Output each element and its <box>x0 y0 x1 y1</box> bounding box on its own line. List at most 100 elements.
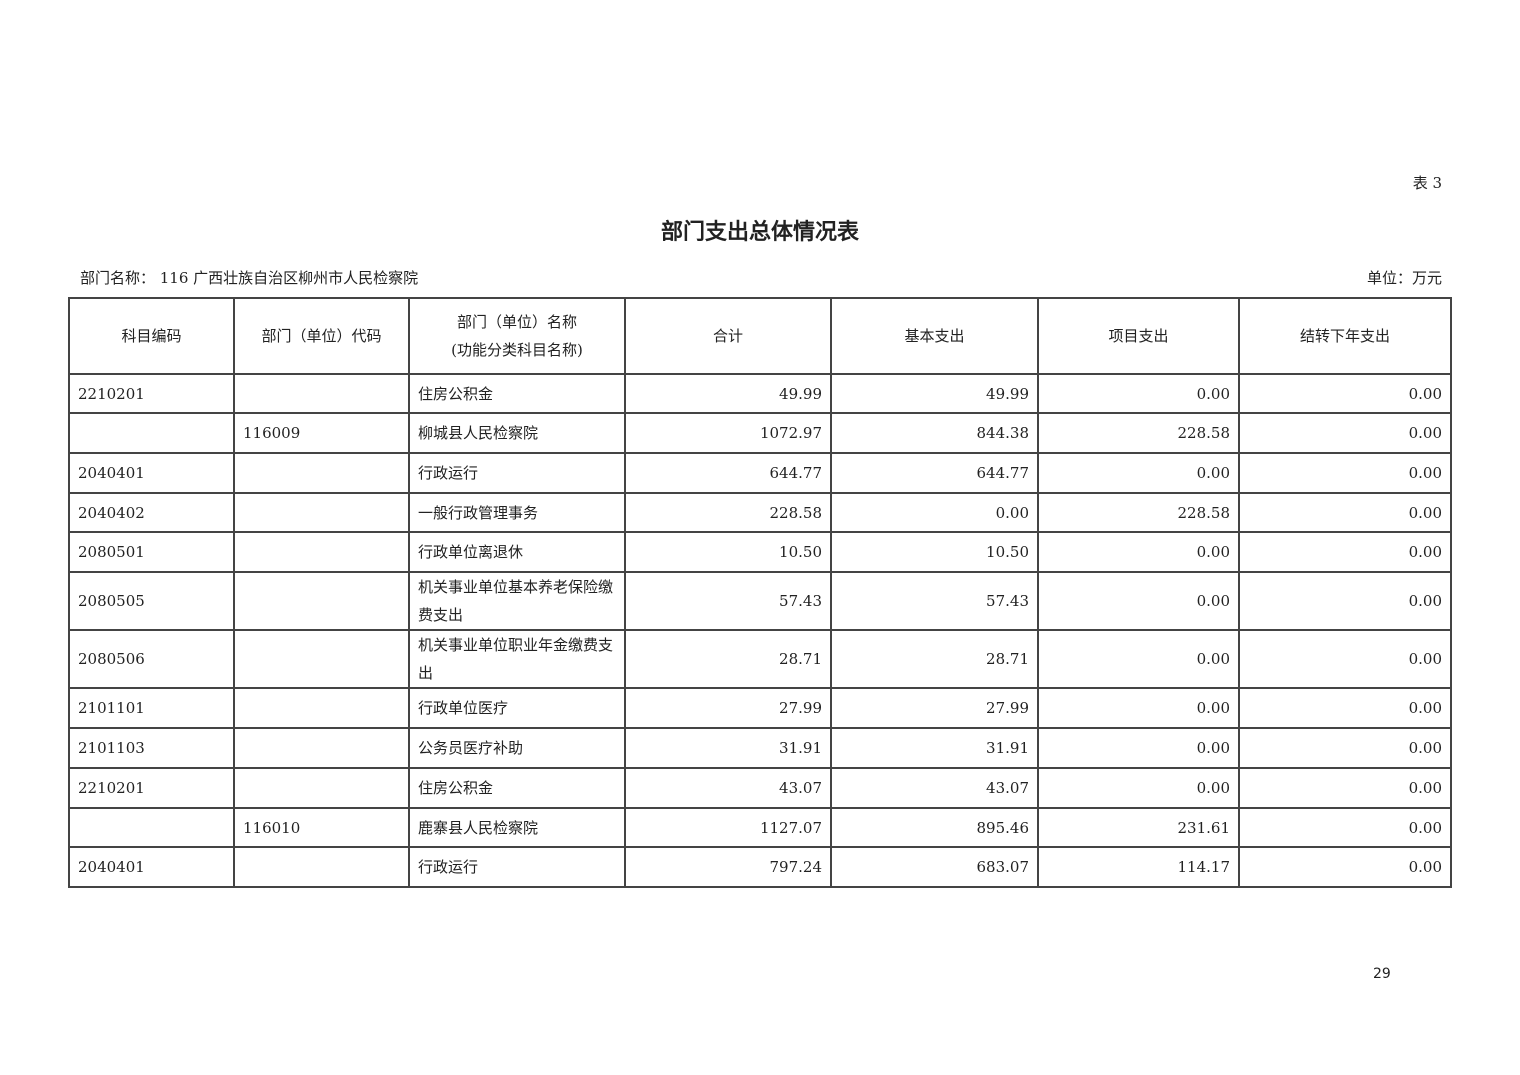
cell-total: 27.99 <box>624 687 832 729</box>
cell-code: 2040401 <box>68 846 235 888</box>
cell-carry: 0.00 <box>1238 846 1452 888</box>
cell-basic: 57.43 <box>830 571 1039 631</box>
cell-name: 公务员医疗补助 <box>408 727 626 769</box>
table-row: 2101103 公务员医疗补助 31.91 31.91 0.00 0.00 <box>68 727 1452 769</box>
page-number: 29 <box>1373 966 1391 982</box>
cell-name: 行政运行 <box>408 452 626 494</box>
cell-dept-code: 116009 <box>233 412 410 454</box>
cell-dept-code <box>233 373 410 414</box>
cell-code <box>68 412 235 454</box>
cell-name: 机关事业单位基本养老保险缴费支出 <box>408 571 626 631</box>
cell-dept-code <box>233 687 410 729</box>
cell-code: 2101101 <box>68 687 235 729</box>
cell-total: 228.58 <box>624 492 832 533</box>
cell-code <box>68 807 235 848</box>
table-row: 2040401 行政运行 797.24 683.07 114.17 0.00 <box>68 846 1452 888</box>
header-name: 部门（单位）名称 (功能分类科目名称) <box>408 297 626 375</box>
cell-basic: 49.99 <box>830 373 1039 414</box>
cell-name: 行政单位医疗 <box>408 687 626 729</box>
cell-code: 2210201 <box>68 767 235 809</box>
cell-name: 住房公积金 <box>408 767 626 809</box>
cell-carry: 0.00 <box>1238 687 1452 729</box>
cell-code: 2080501 <box>68 531 235 573</box>
cell-code: 2080505 <box>68 571 235 631</box>
table-row: 2210201 住房公积金 49.99 49.99 0.00 0.00 <box>68 373 1452 414</box>
cell-basic: 27.99 <box>830 687 1039 729</box>
cell-total: 28.71 <box>624 629 832 689</box>
cell-project: 0.00 <box>1037 373 1240 414</box>
cell-carry: 0.00 <box>1238 807 1452 848</box>
unit-label: 单位：万元 <box>1366 269 1442 287</box>
cell-name: 行政单位离退休 <box>408 531 626 573</box>
cell-code: 2080506 <box>68 629 235 689</box>
cell-code: 2040401 <box>68 452 235 494</box>
header-code: 科目编码 <box>68 297 235 375</box>
table-row: 2210201 住房公积金 43.07 43.07 0.00 0.00 <box>68 767 1452 809</box>
cell-basic: 895.46 <box>830 807 1039 848</box>
department-label: 部门名称： 116 广西壮族自治区柳州市人民检察院 <box>80 269 419 287</box>
header-name-line2: (功能分类科目名称) <box>451 341 583 359</box>
table-row: 2101101 行政单位医疗 27.99 27.99 0.00 0.00 <box>68 687 1452 729</box>
cell-dept-code <box>233 452 410 494</box>
cell-name: 住房公积金 <box>408 373 626 414</box>
cell-dept-code <box>233 571 410 631</box>
cell-total: 644.77 <box>624 452 832 494</box>
cell-dept-code <box>233 767 410 809</box>
cell-basic: 28.71 <box>830 629 1039 689</box>
table-row: 2040402 一般行政管理事务 228.58 0.00 228.58 0.00 <box>68 492 1452 533</box>
cell-name: 一般行政管理事务 <box>408 492 626 533</box>
cell-project: 0.00 <box>1037 571 1240 631</box>
cell-total: 10.50 <box>624 531 832 573</box>
table-row: 116009 柳城县人民检察院 1072.97 844.38 228.58 0.00 <box>68 412 1452 454</box>
table-header: 科目编码 部门（单位）代码 部门（单位）名称 (功能分类科目名称) 合计 基本支出… <box>68 297 1452 375</box>
cell-project: 0.00 <box>1037 629 1240 689</box>
header-carry: 结转下年支出 <box>1238 297 1452 375</box>
cell-carry: 0.00 <box>1238 629 1452 689</box>
cell-carry: 0.00 <box>1238 531 1452 573</box>
cell-basic: 10.50 <box>830 531 1039 573</box>
cell-name: 柳城县人民检察院 <box>408 412 626 454</box>
cell-basic: 31.91 <box>830 727 1039 769</box>
cell-name: 机关事业单位职业年金缴费支出 <box>408 629 626 689</box>
table-row: 2040401 行政运行 644.77 644.77 0.00 0.00 <box>68 452 1452 494</box>
header-basic: 基本支出 <box>830 297 1039 375</box>
cell-dept-code <box>233 531 410 573</box>
cell-name: 鹿寨县人民检察院 <box>408 807 626 848</box>
cell-code: 2101103 <box>68 727 235 769</box>
cell-dept-code <box>233 492 410 533</box>
cell-name: 行政运行 <box>408 846 626 888</box>
cell-carry: 0.00 <box>1238 571 1452 631</box>
cell-dept-code: 116010 <box>233 807 410 848</box>
cell-project: 0.00 <box>1037 767 1240 809</box>
cell-total: 31.91 <box>624 727 832 769</box>
cell-basic: 43.07 <box>830 767 1039 809</box>
cell-project: 228.58 <box>1037 492 1240 533</box>
cell-project: 231.61 <box>1037 807 1240 848</box>
page-title: 部门支出总体情况表 <box>660 220 859 245</box>
table-row: 116010 鹿寨县人民检察院 1127.07 895.46 231.61 0.00 <box>68 807 1452 848</box>
cell-carry: 0.00 <box>1238 727 1452 769</box>
cell-total: 797.24 <box>624 846 832 888</box>
cell-code: 2040402 <box>68 492 235 533</box>
cell-total: 57.43 <box>624 571 832 631</box>
cell-carry: 0.00 <box>1238 412 1452 454</box>
cell-project: 0.00 <box>1037 727 1240 769</box>
table-row: 2080505 机关事业单位基本养老保险缴费支出 57.43 57.43 0.00 0.0… <box>68 571 1452 631</box>
cell-basic: 644.77 <box>830 452 1039 494</box>
cell-project: 0.00 <box>1037 452 1240 494</box>
cell-dept-code <box>233 629 410 689</box>
cell-carry: 0.00 <box>1238 492 1452 533</box>
table-tag: 表 3 <box>1412 174 1442 192</box>
cell-project: 114.17 <box>1037 846 1240 888</box>
cell-carry: 0.00 <box>1238 373 1452 414</box>
cell-dept-code <box>233 727 410 769</box>
cell-basic: 844.38 <box>830 412 1039 454</box>
cell-project: 0.00 <box>1037 687 1240 729</box>
header-dept-code: 部门（单位）代码 <box>233 297 410 375</box>
table-row: 2080506 机关事业单位职业年金缴费支出 28.71 28.71 0.00 0.00 <box>68 629 1452 689</box>
header-project: 项目支出 <box>1037 297 1240 375</box>
cell-total: 43.07 <box>624 767 832 809</box>
cell-total: 1127.07 <box>624 807 832 848</box>
cell-project: 228.58 <box>1037 412 1240 454</box>
cell-carry: 0.00 <box>1238 767 1452 809</box>
